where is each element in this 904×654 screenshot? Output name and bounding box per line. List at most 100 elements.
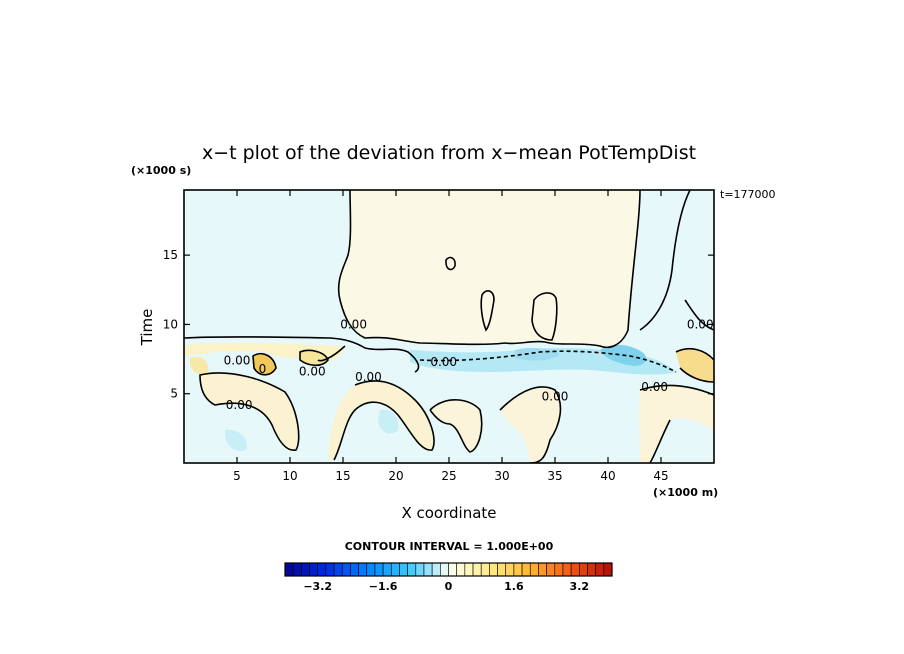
contour-interval-text: CONTOUR INTERVAL = 1.000E+00	[345, 540, 554, 553]
contour-loop-1	[199, 372, 300, 451]
upper-warm-region	[338, 190, 640, 348]
x-tick-label: 35	[547, 469, 562, 483]
colorbar-cell	[431, 562, 441, 577]
x-tick-label: 30	[494, 469, 509, 483]
colorbar-cell	[513, 562, 523, 577]
colorbar-cell	[309, 562, 318, 577]
colorbar-cell	[497, 562, 507, 577]
colorbar-cell	[464, 562, 474, 577]
warm-loop-3	[430, 399, 482, 452]
x-tick-label: 20	[388, 469, 403, 483]
x-tick-label: 5	[233, 469, 241, 483]
contour-label: 0.00	[340, 317, 367, 331]
warm-patch-3	[190, 356, 209, 375]
contours	[184, 190, 714, 463]
x-tick-label: 10	[282, 469, 297, 483]
warm-patch-1	[300, 350, 328, 366]
contour-warm-patch	[252, 352, 277, 376]
y-tick-label: 5	[170, 387, 178, 401]
x-tick-label: 15	[335, 469, 350, 483]
contour-warm-patch-2	[299, 349, 329, 367]
contour-loop-2	[333, 380, 435, 461]
colorbar-cell	[374, 562, 384, 577]
contour-label: 0.00	[224, 353, 251, 367]
colorbar-cell	[292, 562, 302, 577]
x-unit-label: (×1000 m)	[653, 486, 718, 499]
colorbar-cell	[350, 562, 359, 577]
colorbar-tick-label: −1.6	[369, 580, 398, 593]
warm-loop-2	[328, 380, 435, 460]
colorbar-cell	[325, 562, 335, 577]
colorbar-tick-label: 0	[445, 580, 453, 593]
colorbar-cell	[521, 562, 531, 577]
colorbar-tick-label: 1.6	[504, 580, 524, 593]
colorbar-cell	[456, 562, 466, 577]
warm-right	[639, 385, 714, 463]
colorbar-cell	[407, 562, 417, 577]
y-tick-label: 10	[163, 317, 178, 331]
contour-label: 0.00	[641, 380, 668, 394]
y-unit-label: (×1000 s)	[131, 164, 191, 177]
colorbar-cell	[603, 562, 613, 577]
colorbar-cell	[301, 562, 310, 577]
colorbar-ticks: −3.2 −1.6 0 1.6 3.2	[303, 580, 589, 593]
contour-horizontal-band	[184, 336, 420, 373]
colorbar-cell	[317, 562, 327, 577]
colorbar-frame	[284, 562, 613, 577]
contour-label: 0.00	[687, 317, 714, 331]
contour-right-lower	[639, 384, 714, 463]
colorbar	[284, 562, 613, 577]
y-axis-label: Time	[138, 309, 156, 347]
colorbar-cell	[578, 562, 588, 577]
y-axis-ticks: 5 10 15	[163, 248, 714, 401]
contour-label: 0.00	[430, 355, 457, 369]
colorbar-cell	[341, 562, 351, 577]
warm-loop-4	[500, 386, 561, 463]
contour-small-loop-1	[445, 256, 456, 271]
colorbar-cell	[448, 562, 457, 577]
x-axis-ticks: 5 10 15 20 25 30 35 40 45	[233, 190, 669, 483]
colorbar-cell	[562, 562, 572, 577]
colorbar-cell	[399, 562, 408, 577]
colorbar-cell	[390, 562, 400, 577]
x-axis-label: X coordinate	[401, 504, 496, 522]
warm-right-edge	[676, 348, 714, 382]
contour-loop-3	[429, 399, 483, 453]
colorbar-cell	[333, 562, 343, 577]
colorbar-tick-label: 3.2	[570, 580, 590, 593]
x-tick-label: 40	[600, 469, 615, 483]
colorbar-cell	[382, 562, 392, 577]
colorbar-cell	[480, 562, 490, 577]
colorbar-tick-label: −3.2	[303, 580, 332, 593]
colorbar-cell	[284, 562, 294, 577]
colorbar-cell	[440, 562, 449, 577]
x-tick-label: 45	[653, 469, 668, 483]
colorbar-cell	[415, 562, 425, 577]
contour-loop-4	[499, 386, 562, 463]
colorbar-cell	[505, 562, 515, 577]
contour-right-edge	[675, 348, 714, 383]
contour-small-loop-3	[531, 292, 558, 341]
colorbar-cell	[595, 562, 605, 577]
colorbar-cell	[529, 562, 539, 577]
contour-label: 0	[259, 362, 267, 376]
colorbar-cell	[587, 562, 596, 577]
x-tick-label: 25	[441, 469, 456, 483]
colorbar-cell	[546, 562, 556, 577]
contour-label: 0.00	[299, 365, 326, 379]
colorbar-cell	[423, 562, 433, 577]
y-tick-label: 15	[163, 248, 178, 262]
contour-upper-boundary	[337, 190, 641, 349]
contour-right-upper	[639, 190, 714, 331]
contour-label: 0.00	[542, 389, 569, 403]
contour-labels: 0.00 0.00 0.00 0.00 0.00 0.00 0.00 0.00 0.00 0	[224, 317, 714, 411]
plot-area	[184, 190, 714, 463]
colorbar-cell	[554, 562, 564, 577]
colorbar-cell	[489, 562, 498, 577]
warm-loop-1	[200, 372, 299, 451]
time-label: t=177000	[720, 188, 776, 201]
contour-label: 0.00	[226, 398, 253, 412]
warm-patch-2	[253, 353, 276, 375]
colorbar-cell	[358, 562, 368, 577]
